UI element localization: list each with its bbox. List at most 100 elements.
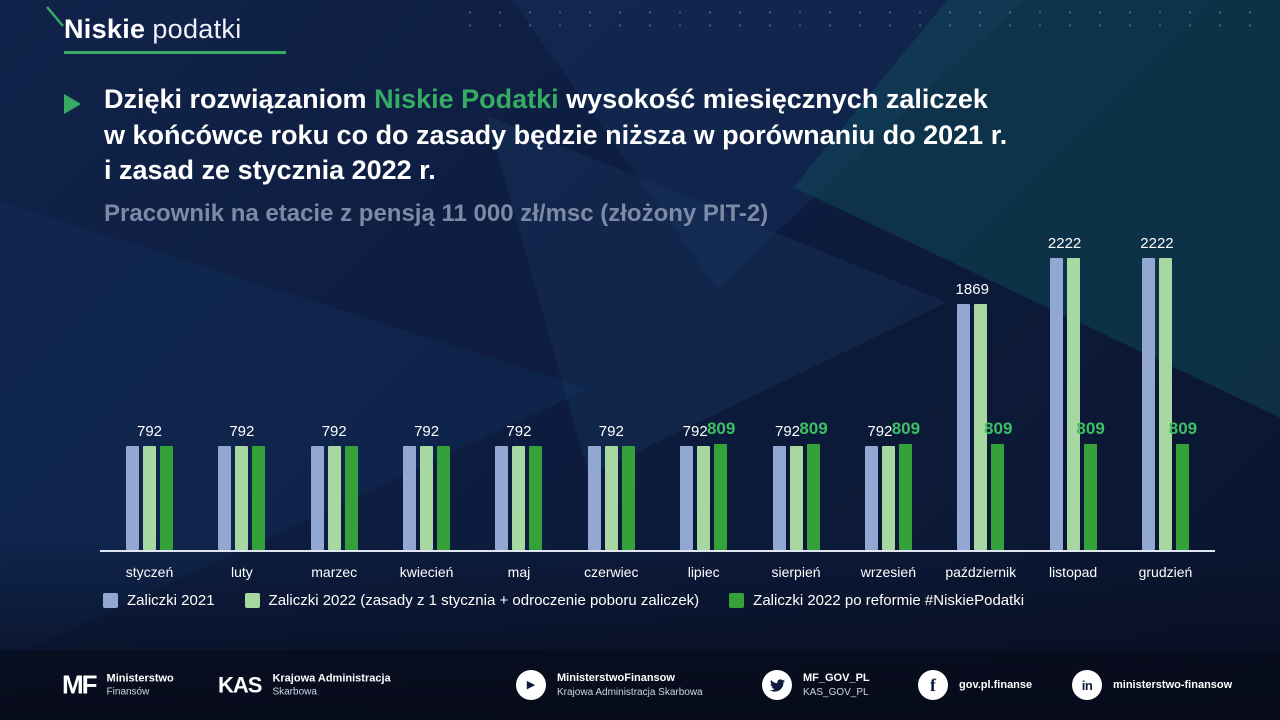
bar-chart: 792 styczeń 792 luty 792 marzec 792 kwiecień 792… [100, 235, 1215, 580]
youtube-icon[interactable]: ▶ [516, 670, 546, 700]
legend-item-2: Zaliczki 2022 (zasady z 1 stycznia + odr… [244, 592, 700, 609]
bar-series3-czerwiec [621, 445, 635, 550]
bar-series1-lipiec [680, 445, 694, 550]
footer-twitter[interactable]: MF_GOV_PL KAS_GOV_PL [762, 670, 870, 700]
facebook-f-glyph: f [930, 674, 936, 695]
bar-group-12: 2222 809 grudzień [1139, 235, 1198, 580]
heading-bullet-icon [64, 94, 81, 114]
bar-group-7: 792 809 lipiec [680, 258, 735, 580]
bar-series3-marzec [344, 445, 358, 550]
bar-series1-wrzesień [864, 445, 878, 550]
month-label-październik: październik [945, 564, 1017, 580]
youtube-handle-line2: Krajowa Administracja Skarbowa [557, 686, 703, 698]
play-icon: ▶ [526, 678, 536, 691]
linkedin-handle: ministerstwo-finansow [1113, 678, 1233, 691]
reform-value-label-październik: 809 [984, 418, 1013, 438]
footer-youtube[interactable]: ▶ MinisterstwoFinansow Krajowa Administr… [516, 670, 703, 700]
value-label-czerwiec: 792 [598, 422, 624, 440]
kas-name-line2: Skarbowa [272, 686, 317, 698]
bar-series2-listopad [1066, 258, 1080, 550]
value-label-luty: 792 [229, 422, 255, 440]
month-label-sierpień: sierpień [771, 564, 821, 580]
bar-series3-sierpień [806, 443, 820, 550]
value-label-marzec: 792 [321, 422, 347, 440]
mf-name-line1: Ministerstwo [106, 672, 174, 685]
bar-series1-maj [495, 445, 509, 550]
footer-linkedin[interactable]: in ministerstwo-finansow [1072, 670, 1232, 700]
month-label-czerwiec: czerwiec [584, 564, 639, 580]
brand-underline [64, 51, 286, 54]
bar-series3-maj [529, 445, 543, 550]
brand-zigzag-icon [46, 6, 64, 27]
value-label-styczeń: 792 [136, 422, 163, 440]
bar-series1-luty [218, 445, 232, 550]
legend-swatch-1 [103, 593, 118, 608]
month-label-maj: maj [507, 564, 531, 580]
value-label-październik: 1869 [955, 281, 989, 299]
bar-series1-październik [957, 304, 971, 550]
bar-groups: 792 styczeń 792 luty 792 marzec 792 kwiecień 792… [100, 235, 1215, 580]
heading-highlight: Niskie Podatki [374, 84, 559, 114]
value-label-lipiec: 792 [682, 422, 708, 440]
brand-name-bold: Niskie [64, 14, 146, 44]
bar-group-10: 1869 809 październik [945, 258, 1016, 580]
bar-series2-październik [974, 304, 988, 550]
legend-item-3: Zaliczki 2022 po reformie #NiskiePodatki [729, 592, 1024, 609]
linkedin-icon[interactable]: in [1072, 670, 1102, 700]
bar-series2-sierpień [789, 445, 803, 550]
legend-swatch-3 [729, 593, 745, 608]
heading-line3: i zasad ze stycznia 2022 r. [104, 155, 436, 186]
bar-series3-lipiec [714, 443, 728, 550]
dot-grid-pattern [455, 6, 1255, 32]
month-label-wrzesień: wrzesień [860, 564, 916, 580]
chart-legend: Zaliczki 2021 Zaliczki 2022 (zasady z 1 s… [103, 592, 1024, 609]
heading-line1-post: wysokość miesięcznych zaliczek [558, 84, 988, 114]
bar-group-6: 792 czerwiec [584, 258, 638, 580]
bar-group-5: 792 maj [495, 258, 543, 580]
value-label-maj: 792 [506, 422, 532, 440]
month-label-listopad: listopad [1048, 564, 1098, 580]
twitter-icon[interactable] [762, 670, 792, 700]
bar-series1-styczeń [126, 445, 139, 550]
reform-value-label-wrzesień: 809 [891, 418, 921, 438]
bar-group-9: 792 809 wrzesień [861, 258, 920, 580]
brand-name-light: podatki [152, 14, 242, 44]
month-label-styczeń: styczeń [125, 564, 174, 580]
value-label-kwiecień: 792 [414, 422, 440, 440]
bar-series3-luty [252, 445, 266, 550]
bar-series3-wrzesień [898, 443, 912, 550]
bar-series3-grudzień [1175, 443, 1189, 550]
value-label-sierpień: 792 [775, 422, 801, 440]
legend-item-1: Zaliczki 2021 [103, 592, 215, 609]
heading-line2: w końcówce roku co do zasady będzie niżs… [104, 119, 1008, 150]
chart-baseline [100, 550, 1215, 552]
footer-mf: MF Ministerstwo Finansów [62, 670, 174, 701]
month-label-kwiecień: kwiecień [399, 564, 454, 580]
bar-series2-styczeń [143, 445, 156, 550]
brand-logo: Niskie podatki [64, 14, 242, 45]
footer-kas: KAS Krajowa Administracja Skarbowa [218, 671, 391, 698]
month-label-marzec: marzec [311, 564, 358, 580]
main-heading: Dzięki rozwiązaniom Niskie Podatki wysok… [104, 82, 1214, 189]
legend-swatch-2 [244, 593, 260, 608]
legend-label-2: Zaliczki 2022 (zasady z 1 stycznia + odr… [268, 592, 700, 609]
month-label-grudzień: grudzień [1138, 564, 1193, 580]
bar-series1-sierpień [772, 445, 786, 550]
bar-series3-styczeń [160, 445, 173, 550]
facebook-icon[interactable]: f [918, 670, 948, 700]
bar-group-11: 2222 809 listopad [1048, 235, 1105, 580]
chart-title: Pracownik na etacie z pensją 11 000 zł/m… [104, 200, 769, 227]
reform-value-label-lipiec: 809 [706, 418, 736, 438]
value-label-wrzesień: 792 [867, 422, 893, 440]
footer-facebook[interactable]: f gov.pl.finanse [918, 670, 1032, 700]
bar-series2-luty [235, 445, 249, 550]
kas-name-line1: Krajowa Administracja [272, 672, 391, 685]
twitter-handle-line1: MF_GOV_PL [803, 672, 870, 685]
bar-group-4: 792 kwiecień [400, 258, 454, 580]
value-label-listopad: 2222 [1047, 235, 1082, 252]
bar-series3-listopad [1083, 443, 1097, 550]
kas-logo: KAS [218, 671, 262, 697]
bar-series1-listopad [1049, 258, 1063, 550]
bar-series1-grudzień [1141, 258, 1155, 550]
bar-series2-lipiec [697, 445, 711, 550]
